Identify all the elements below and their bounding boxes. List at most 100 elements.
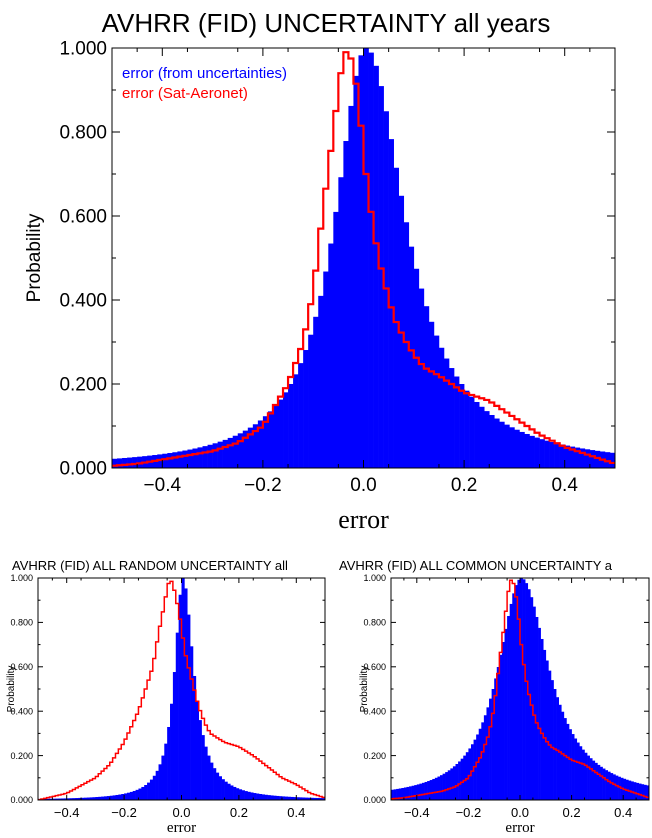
main-bar bbox=[499, 421, 505, 468]
common-bar bbox=[638, 783, 642, 800]
main-bar bbox=[418, 288, 425, 468]
random-xtick-label: −0.2 bbox=[111, 805, 137, 820]
common-bar bbox=[481, 722, 485, 800]
main-bar bbox=[162, 453, 168, 468]
common-bar bbox=[517, 579, 521, 800]
common-bar bbox=[553, 689, 557, 800]
common-ytick-label: 1.000 bbox=[363, 573, 386, 583]
random-ytick-label: 0.400 bbox=[10, 706, 33, 716]
random-bar bbox=[78, 797, 82, 800]
random-bar bbox=[258, 794, 263, 800]
random-ytick-label: 0.800 bbox=[10, 618, 33, 628]
random-bar bbox=[149, 779, 154, 800]
common-bar bbox=[463, 755, 467, 800]
common-bar bbox=[396, 788, 400, 800]
random-bar bbox=[115, 794, 119, 800]
main-bar bbox=[182, 450, 188, 468]
random-bar bbox=[192, 675, 197, 800]
common-bar bbox=[576, 742, 580, 800]
main-bar bbox=[438, 347, 445, 468]
random-bar bbox=[296, 797, 300, 800]
common-bar bbox=[447, 770, 451, 800]
common-bar bbox=[391, 789, 394, 800]
main-bar bbox=[187, 449, 193, 468]
main-bar bbox=[443, 358, 450, 468]
common-bar bbox=[532, 606, 536, 800]
random-bar bbox=[310, 797, 314, 800]
main-bar bbox=[574, 447, 581, 468]
common-xtick-label: 0.4 bbox=[614, 805, 632, 820]
main-bar bbox=[127, 457, 133, 468]
random-bar bbox=[290, 796, 294, 800]
main-bar bbox=[237, 433, 244, 468]
random-bar bbox=[55, 798, 59, 800]
main-bar bbox=[584, 449, 591, 468]
main-bar bbox=[353, 75, 359, 468]
random-bar bbox=[270, 795, 274, 800]
random-bar bbox=[307, 797, 311, 800]
common-bar bbox=[602, 768, 606, 800]
random-bar bbox=[92, 797, 96, 800]
random-ytick-label: 0.600 bbox=[10, 662, 33, 672]
main-bar bbox=[469, 396, 475, 468]
main-bar bbox=[207, 444, 213, 468]
common-bar bbox=[538, 627, 541, 800]
main-bar bbox=[257, 420, 264, 468]
common-bar bbox=[584, 752, 588, 800]
random-bar bbox=[52, 798, 56, 800]
common-bar bbox=[398, 788, 402, 800]
main-bar bbox=[579, 448, 586, 468]
main-bar bbox=[509, 427, 515, 468]
random-bar bbox=[207, 755, 211, 800]
main-bar bbox=[504, 424, 510, 468]
main-bar bbox=[202, 446, 208, 468]
random-bar bbox=[164, 743, 168, 800]
common-bar bbox=[548, 670, 552, 800]
main-bar bbox=[157, 454, 163, 468]
random-bar bbox=[190, 646, 194, 800]
main-bar bbox=[303, 350, 309, 468]
random-bar bbox=[236, 788, 240, 800]
random-bar bbox=[218, 776, 222, 800]
main-bar bbox=[247, 427, 254, 468]
common-bar bbox=[561, 711, 565, 800]
random-bar bbox=[198, 720, 202, 800]
random-bar bbox=[210, 762, 214, 800]
random-bar bbox=[144, 785, 148, 800]
common-bar bbox=[491, 689, 495, 800]
common-bar bbox=[514, 585, 518, 800]
main-bar bbox=[318, 295, 324, 468]
common-bar bbox=[628, 780, 632, 800]
common-bar bbox=[520, 578, 523, 800]
common-bar bbox=[499, 654, 503, 800]
random-x-axis-label: error bbox=[167, 820, 196, 836]
random-bar bbox=[132, 790, 136, 800]
common-bar bbox=[416, 784, 420, 800]
main-bar bbox=[529, 435, 535, 468]
random-bar bbox=[172, 672, 177, 800]
common-chart-title: AVHRR (FID) ALL COMMON UNCERTAINTY a bbox=[339, 558, 613, 573]
random-bar bbox=[147, 782, 151, 800]
random-bar bbox=[86, 797, 90, 800]
main-ytick-label: 0.600 bbox=[59, 207, 107, 228]
main-bar bbox=[539, 439, 545, 468]
random-bar bbox=[238, 789, 243, 800]
random-bar bbox=[302, 797, 306, 800]
main-bar bbox=[413, 268, 420, 468]
main-bar bbox=[594, 450, 601, 468]
random-bar bbox=[201, 735, 205, 800]
common-bar bbox=[496, 667, 500, 800]
main-bar bbox=[227, 437, 234, 468]
common-bar bbox=[589, 758, 593, 800]
random-bar bbox=[158, 764, 162, 800]
main-bar bbox=[222, 439, 228, 468]
main-ytick-label: 0.800 bbox=[59, 123, 107, 144]
random-bar bbox=[152, 775, 156, 800]
common-bar bbox=[421, 782, 425, 800]
common-bar bbox=[442, 773, 446, 800]
main-y-axis-label: Probability bbox=[24, 213, 45, 302]
common-bar bbox=[605, 770, 609, 800]
common-ytick-label: 0.800 bbox=[363, 618, 386, 628]
random-bar bbox=[101, 796, 105, 800]
random-bar bbox=[230, 785, 234, 800]
